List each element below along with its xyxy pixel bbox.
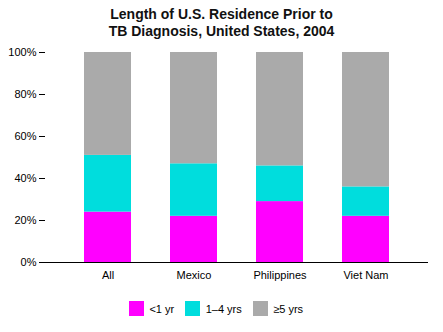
html-text:1–4 yrs: 1–4 yrs: [205, 302, 242, 315]
svg-text:Philippines: Philippines: [253, 269, 307, 281]
html-text:Length of U.S. Residence Prior: Length of U.S. Residence Prior to: [110, 6, 333, 22]
html-text:≥5 yrs: ≥5 yrs: [273, 302, 304, 315]
html-text:<1 yr: <1 yr: [149, 302, 175, 315]
svg-text:All: All: [102, 269, 114, 281]
svg-text:80%: 80%: [14, 88, 36, 100]
svg-text:40%: 40%: [14, 172, 36, 184]
svg-text:100%: 100%: [8, 46, 36, 58]
svg-text:20%: 20%: [14, 214, 36, 226]
svg-text:0%: 0%: [21, 256, 37, 268]
svg-text:Viet Nam: Viet Nam: [343, 269, 388, 281]
html-text:TB Diagnosis, United States, 2: TB Diagnosis, United States, 2004: [108, 23, 335, 39]
svg-text:Mexico: Mexico: [177, 269, 212, 281]
svg-text:60%: 60%: [14, 130, 36, 142]
